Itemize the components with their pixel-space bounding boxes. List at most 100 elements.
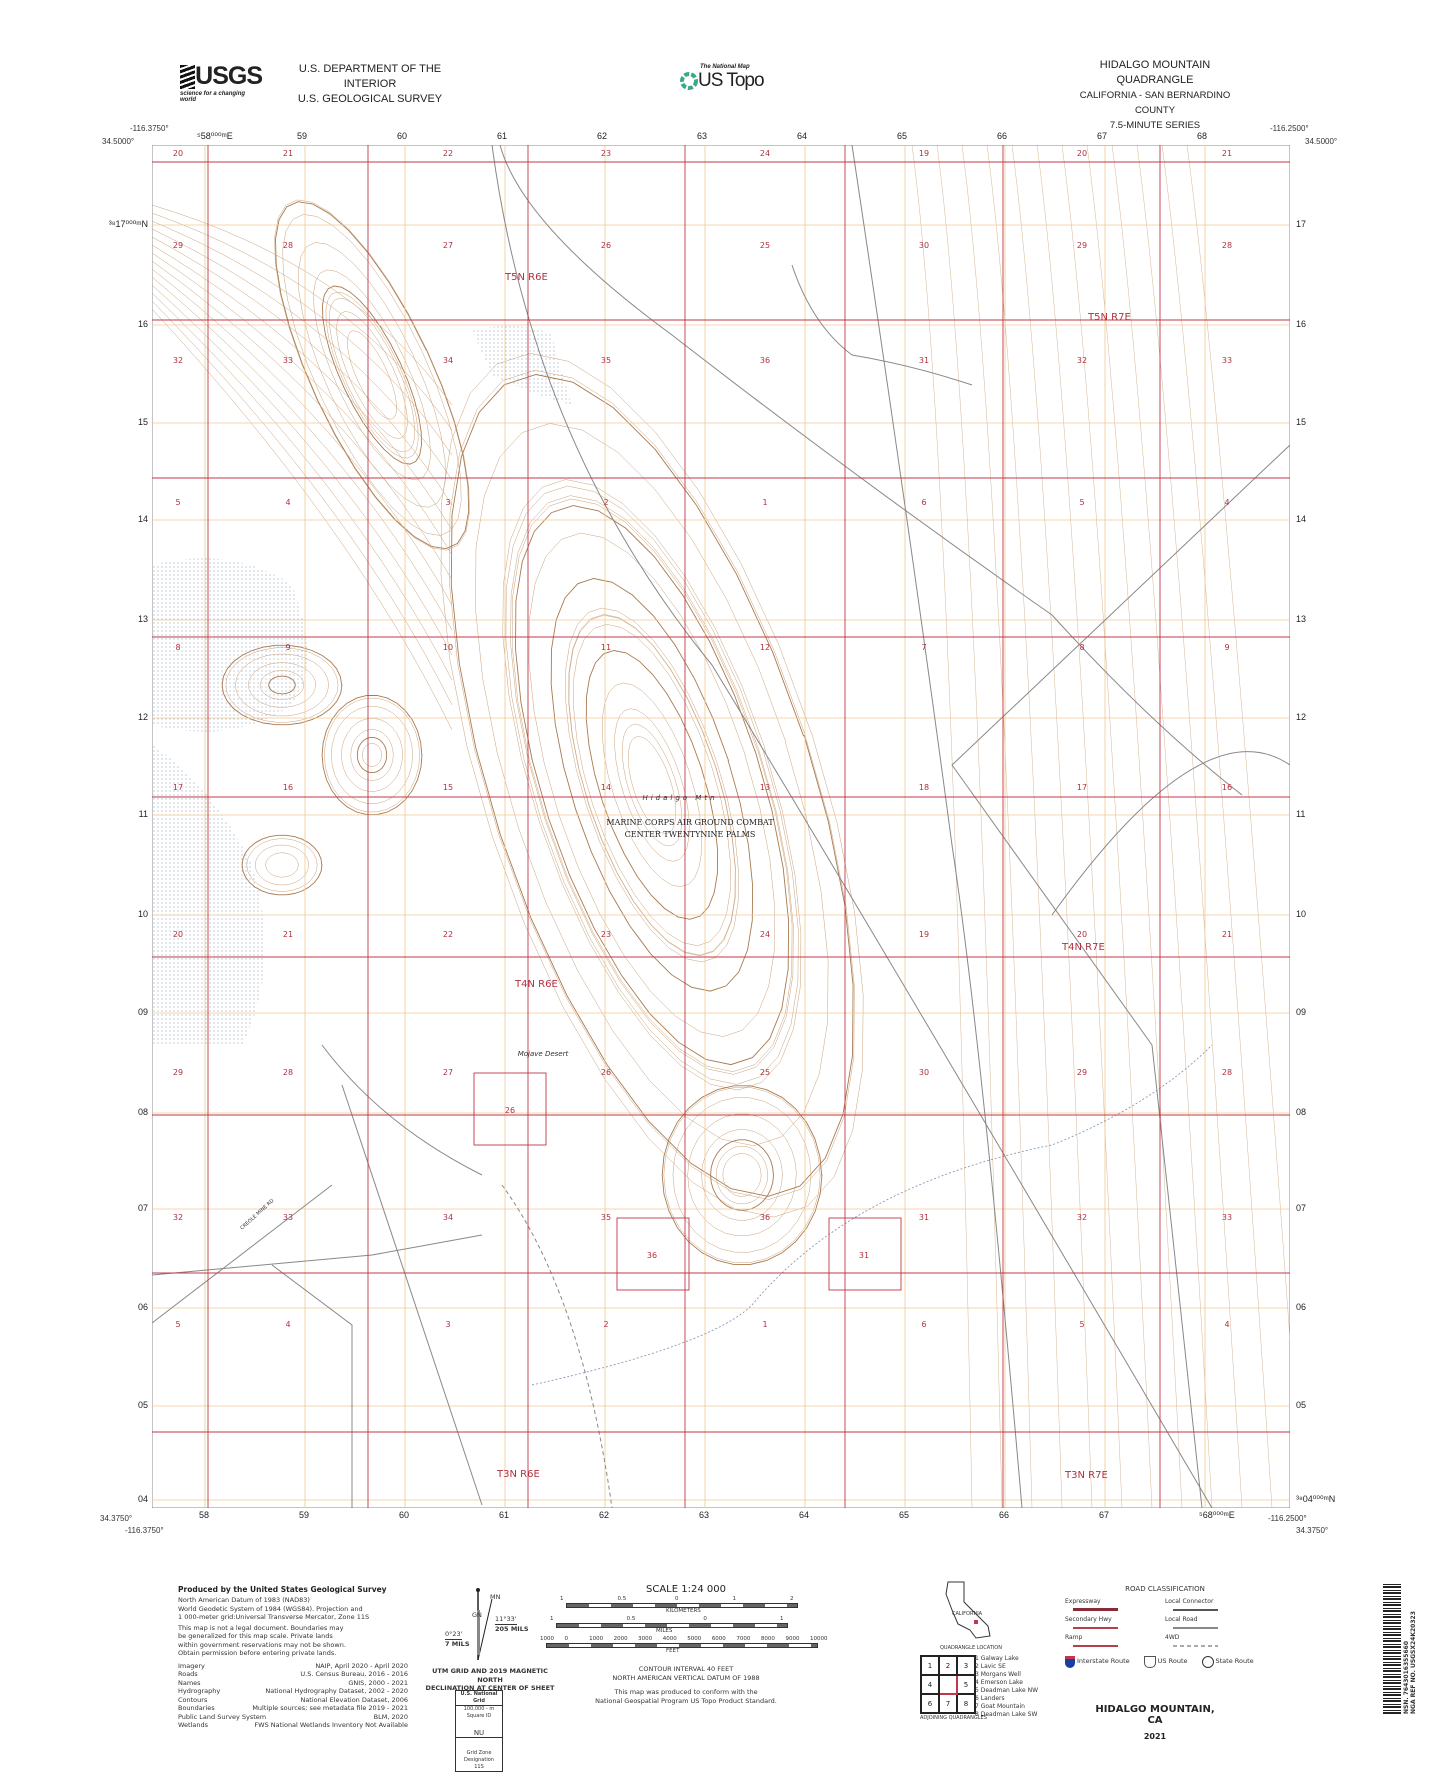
easting-label-bottom: 65 (899, 1510, 910, 1520)
contour-line (248, 662, 316, 708)
section-number: 36 (760, 1213, 770, 1222)
northing-label-left: 13 (137, 614, 148, 624)
source-name: Wetlands (178, 1721, 209, 1729)
section-number: 5 (175, 1320, 180, 1329)
source-row: Hydrography National Hydrography Dataset,… (178, 1687, 408, 1696)
easting-label-top: 67 (1097, 131, 1108, 141)
contour-line (152, 252, 453, 556)
datum-line: 1 000-meter grid:Universal Transverse Me… (178, 1613, 370, 1621)
section-number: 8 (175, 643, 180, 652)
contour-line (221, 644, 343, 726)
scale-tick: 10000 (810, 1636, 828, 1642)
utm-grid (152, 145, 1290, 1508)
easting-label-bottom: 58 (199, 1510, 210, 1520)
scale-tick: 3000 (638, 1636, 653, 1642)
section-number: 11 (601, 643, 611, 652)
road-legend-label: Local Connector (1165, 1597, 1214, 1605)
road-legend-label: Ramp (1065, 1633, 1083, 1641)
scale-bar-ft: 1000 0 1000 2000 3000 4000 5000 6000 7000 8000 900… (540, 1635, 828, 1655)
road-symbol (1073, 1644, 1118, 1647)
section-number: 23 (601, 930, 611, 939)
contour-line (152, 204, 453, 406)
section-number: 20 (1077, 930, 1087, 939)
road-line (152, 1184, 333, 1324)
section-number: 32 (1077, 356, 1087, 365)
contour-line (324, 697, 420, 813)
easting-label-top: 59 (297, 131, 308, 141)
township-label: T5N R7E (1087, 312, 1131, 323)
section-number: 15 (443, 783, 453, 792)
us-topo-logo: The National Map US Topo (680, 64, 765, 92)
northing-label-right: 14 (1296, 514, 1307, 524)
datum-line: North American Datum of 1983 (NAD83) (178, 1596, 310, 1604)
easting-label-bottom: 67 (1099, 1510, 1110, 1520)
easting-label-top: 65 (897, 131, 908, 141)
northing-label-right: 07 (1296, 1203, 1307, 1213)
northing-label-left: ³⁸17⁰⁰⁰ᵐN (108, 219, 148, 229)
grid-zone-label: Grid Zone Designation (464, 1750, 494, 1763)
source-name: Boundaries (178, 1704, 215, 1712)
us-route-label: US Route (1157, 1657, 1188, 1666)
scale-block: SCALE 1:24 000 1 0.5 0 1 2 KILOMETERS 1 0.5 0 1 MI… (540, 1584, 886, 1705)
section-number: 28 (1222, 1068, 1232, 1077)
scale-unit-label: MILES (656, 1628, 673, 1634)
dotted-area (152, 558, 307, 732)
map-year: 2021 (1143, 1732, 1167, 1741)
road-legend-label: Expressway (1065, 1597, 1101, 1605)
contour-line (321, 695, 423, 816)
source-row: Roads U.S. Census Bureau, 2016 - 2016 (178, 1670, 408, 1679)
department-name: U.S. DEPARTMENT OF THE INTERIOR (298, 63, 442, 90)
scale-bar-graphic (566, 1603, 798, 1608)
easting-label-top: 66 (997, 131, 1008, 141)
scale-tick: 8000 (760, 1636, 775, 1642)
section-number: 10 (443, 643, 453, 652)
contour-line (475, 423, 829, 1147)
contour-line (362, 743, 382, 767)
section-number: 33 (1222, 1213, 1232, 1222)
section-number: 2 (603, 1320, 608, 1329)
section-number: 12 (760, 643, 770, 652)
standard-note: National Geospatial Program US Topo Prod… (595, 1696, 777, 1705)
declination-angle: 11°33' (495, 1615, 517, 1625)
quad-series: 7.5-MINUTE SERIES (1109, 120, 1201, 131)
northing-label-left: 07 (137, 1203, 148, 1213)
easting-label-bottom: 61 (499, 1510, 510, 1520)
contour-line (672, 1097, 812, 1253)
easting-label-top: 64 (797, 131, 808, 141)
magnetic-north-label: MN (490, 1593, 501, 1601)
easting-label-top: 68 (1197, 131, 1208, 141)
location-caption: QUADRANGLE LOCATION (940, 1645, 1002, 1651)
northing-label-right: 13 (1296, 614, 1307, 624)
california-outline-icon (945, 1581, 991, 1639)
easting-label-bottom: ⁵68⁰⁰⁰ᵐE (1199, 1510, 1235, 1520)
easting-label-top: 61 (497, 131, 508, 141)
grid-angle: 0°23' (445, 1630, 463, 1640)
reservation-label: CENTER TWENTYNINE PALMS (625, 830, 756, 839)
declination-mils: 205 MILS (495, 1625, 529, 1633)
usgs-wave-icon (180, 64, 196, 89)
contour-line (152, 220, 453, 456)
township-label: T5N R6E (504, 272, 548, 283)
contour-line (347, 330, 397, 420)
section-number: 4 (285, 1320, 290, 1329)
contour-line (505, 485, 799, 1085)
section-number: 20 (1077, 149, 1087, 158)
adjoining-quad-name: 6 Landers (975, 1695, 1005, 1702)
barcode-nsn: NSN. 7643016355660 (1403, 1640, 1410, 1714)
section-number: 22 (443, 930, 453, 939)
source-name: Imagery (178, 1661, 205, 1670)
adjoining-quad-name: 3 Morgans Well (975, 1671, 1021, 1678)
contour-line (325, 291, 419, 459)
northing-label-right: ³⁸04⁰⁰⁰ᵐN (1296, 1494, 1336, 1504)
contour-line (152, 236, 453, 506)
road-legend-label: Secondary Hwy (1065, 1615, 1112, 1623)
section-number: 36 (760, 356, 770, 365)
state-label: CALIFORNIA (952, 1611, 983, 1617)
northing-label-left: 08 (137, 1107, 148, 1117)
section-number: 25 (760, 241, 770, 250)
northing-label-left: 15 (137, 417, 148, 427)
scale-tick: 1 (780, 1616, 784, 1622)
section-number: 7 (921, 643, 926, 652)
grid-box-title: U.S. National Grid (456, 1691, 502, 1706)
